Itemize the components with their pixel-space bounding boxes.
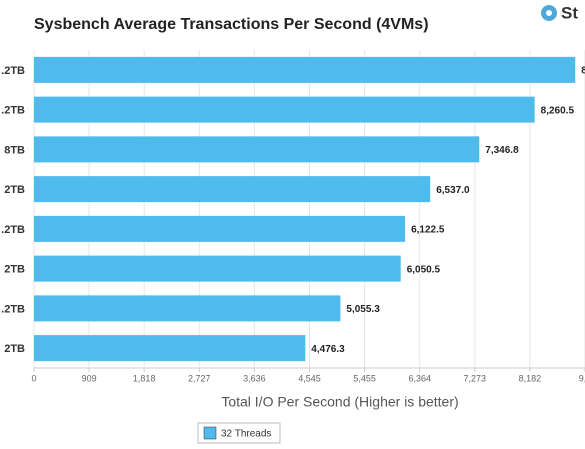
x-tick-label: 1,818 (133, 373, 156, 383)
y-tick-label: .2TB (1, 65, 25, 77)
value-label: 6,050.5 (407, 264, 441, 275)
value-label: 6,537.0 (436, 185, 470, 196)
logo-text: St (561, 3, 578, 22)
bar (34, 96, 535, 123)
value-label: 8,260.5 (541, 105, 575, 116)
logo-icon-inner (546, 10, 552, 16)
y-tick-label: .2TB (1, 224, 25, 236)
x-tick-label: 4,545 (298, 373, 321, 383)
x-tick-label: 2,727 (188, 373, 211, 383)
value-label: 7,346.8 (485, 145, 519, 156)
y-tick-label: 2TB (4, 343, 25, 355)
bar (34, 215, 406, 242)
chart-title: Sysbench Average Transactions Per Second… (34, 16, 429, 33)
value-label: 6,122.5 (411, 225, 445, 236)
y-tick-label: .2TB (1, 105, 25, 117)
value-label: 4,476.3 (311, 344, 345, 355)
bar (34, 136, 480, 163)
x-tick-label: 909 (82, 373, 97, 383)
value-label: 5,055.3 (346, 304, 380, 315)
legend-swatch (203, 426, 217, 440)
y-tick-label: 2TB (4, 264, 25, 276)
y-tick-label: 2TB (4, 184, 25, 196)
x-tick-label: 6,364 (408, 373, 431, 383)
bar (34, 295, 341, 322)
x-tick-label: 8,182 (519, 373, 542, 383)
legend-box (197, 422, 281, 444)
bar (34, 255, 401, 282)
x-tick-label: 7,273 (464, 373, 487, 383)
bar (34, 335, 306, 362)
legend-label: 32 Threads (221, 429, 271, 440)
x-tick-label: 9,0 (579, 373, 585, 383)
bar (34, 56, 576, 83)
y-tick-label: 8TB (4, 144, 25, 156)
x-tick-label: 3,636 (243, 373, 266, 383)
y-tick-label: .2TB (1, 303, 25, 315)
bar (34, 176, 431, 203)
x-axis-label: Total I/O Per Second (Higher is better) (221, 394, 458, 410)
x-tick-label: 5,455 (353, 373, 376, 383)
value-label: 8 (581, 66, 585, 77)
x-tick-label: 0 (31, 373, 36, 383)
